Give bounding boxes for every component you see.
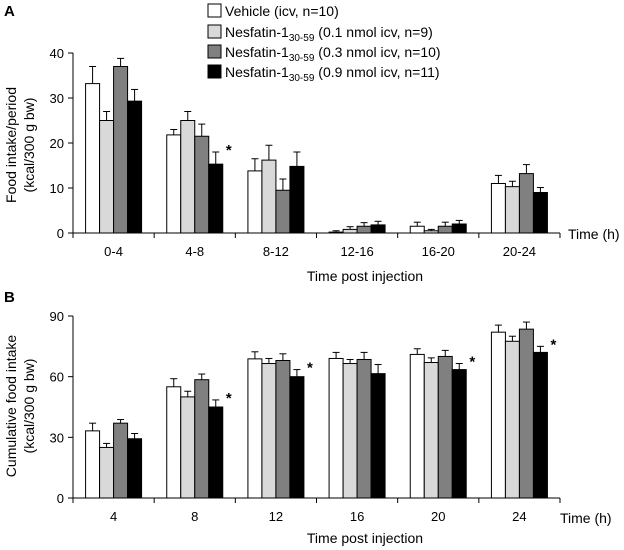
x-tick-label: 8-12 bbox=[263, 244, 289, 259]
bar-a-12-16-s3 bbox=[370, 224, 386, 234]
bar-b-20-s1 bbox=[423, 362, 439, 499]
panel-b-xaxis-title: Time post injection bbox=[307, 530, 423, 546]
bar-b-4-s1 bbox=[99, 446, 115, 499]
panel-a-x-unit-label: Time (h) bbox=[568, 226, 620, 242]
legend-label-dose-0-9: Nesfatin-130-59 (0.9 nmol icv, n=11) bbox=[225, 64, 440, 84]
bar-b-4-s2 bbox=[113, 422, 129, 499]
legend-swatch-dose-0-1 bbox=[207, 24, 222, 39]
bar-b-16-s3 bbox=[370, 373, 386, 499]
x-tick-label: 12 bbox=[269, 509, 283, 524]
significance-star: * bbox=[550, 336, 556, 353]
panel-a-chart: A Time post injection Time (h) Food inta… bbox=[3, 3, 620, 284]
x-tick-label: 0-4 bbox=[104, 244, 123, 259]
legend-swatch-vehicle bbox=[207, 3, 222, 18]
x-tick-label: 8 bbox=[191, 509, 198, 524]
panel-a-letter: A bbox=[4, 3, 15, 20]
bar-b-8-s2 bbox=[194, 379, 210, 499]
bar-b-16-s2 bbox=[356, 358, 372, 499]
x-tick-label: 24 bbox=[512, 509, 526, 524]
bar-b-4-s0 bbox=[85, 430, 101, 499]
bar-b-12-s0 bbox=[247, 358, 263, 499]
bar-a-12-16-s0 bbox=[328, 231, 344, 234]
bar-a-16-20-s2 bbox=[437, 225, 453, 234]
bar-b-20-s3 bbox=[451, 369, 467, 499]
x-tick-label: 20-24 bbox=[503, 244, 536, 259]
bar-a-8-12-s2 bbox=[275, 189, 291, 234]
y-tick-label: 90 bbox=[50, 309, 64, 324]
bar-b-20-s2 bbox=[437, 355, 453, 499]
y-tick-label: 60 bbox=[50, 370, 64, 385]
significance-star: * bbox=[226, 142, 232, 159]
bar-b-20-s0 bbox=[409, 353, 425, 499]
bar-a-4-8-s0 bbox=[166, 134, 182, 234]
panel-b-letter: B bbox=[4, 289, 15, 306]
bar-a-16-20-s0 bbox=[409, 225, 425, 234]
bar-a-20-24-s2 bbox=[518, 173, 534, 234]
bar-a-0-4-s2 bbox=[113, 66, 129, 234]
bar-a-8-12-s1 bbox=[261, 159, 277, 234]
significance-star: * bbox=[307, 360, 313, 377]
x-tick-label: 16 bbox=[350, 509, 364, 524]
bar-b-16-s0 bbox=[328, 357, 344, 499]
panel-b-x-unit-label: Time (h) bbox=[560, 510, 612, 526]
legend: Vehicle (icv, n=10) Nesfatin-130-59 (0.1… bbox=[207, 3, 441, 84]
y-tick-label: 20 bbox=[50, 136, 64, 151]
panel-a-yaxis-title-line2: (kcal/300 g bw) bbox=[21, 98, 37, 193]
bar-a-4-8-s2 bbox=[194, 135, 210, 234]
bar-a-16-20-s1 bbox=[423, 230, 439, 234]
legend-label-dose-0-3: Nesfatin-130-59 (0.3 nmol icv, n=10) bbox=[225, 44, 441, 64]
legend-label-vehicle: Vehicle (icv, n=10) bbox=[225, 3, 339, 19]
bar-b-24-s2 bbox=[518, 328, 534, 499]
bar-b-8-s3 bbox=[208, 406, 224, 499]
bar-b-12-s1 bbox=[261, 363, 277, 499]
bar-a-20-24-s3 bbox=[532, 192, 548, 234]
bar-b-8-s1 bbox=[180, 396, 196, 499]
x-tick-label: 4-8 bbox=[185, 244, 204, 259]
bar-a-0-4-s3 bbox=[127, 100, 143, 234]
x-tick-label: 12-16 bbox=[340, 244, 373, 259]
x-tick-label: 16-20 bbox=[422, 244, 455, 259]
legend-swatch-dose-0-3 bbox=[207, 44, 222, 59]
y-tick-label: 40 bbox=[50, 46, 64, 61]
bar-b-24-s3 bbox=[532, 351, 548, 499]
y-tick-label: 0 bbox=[57, 226, 64, 241]
panel-a-yaxis-title-line1: Food intake/period bbox=[3, 87, 19, 203]
y-tick-label: 0 bbox=[57, 491, 64, 506]
bar-b-24-s0 bbox=[490, 331, 506, 499]
bar-b-24-s1 bbox=[504, 340, 520, 499]
panel-a-xaxis-title: Time post injection bbox=[307, 268, 423, 284]
bar-a-20-24-s1 bbox=[504, 186, 520, 234]
x-tick-label: 20 bbox=[431, 509, 445, 524]
bar-b-12-s3 bbox=[289, 376, 305, 499]
bar-a-8-12-s3 bbox=[289, 165, 305, 234]
bar-b-8-s0 bbox=[166, 386, 182, 499]
bar-a-20-24-s0 bbox=[490, 183, 506, 234]
legend-swatch-dose-0-9 bbox=[207, 64, 222, 79]
bar-b-12-s2 bbox=[275, 359, 291, 499]
bar-a-4-8-s1 bbox=[180, 120, 196, 234]
significance-star: * bbox=[226, 390, 232, 407]
bar-b-4-s3 bbox=[127, 438, 143, 499]
bar-a-0-4-s1 bbox=[99, 120, 115, 234]
panel-b-yaxis-title-line2: (kcal/300 g bw) bbox=[21, 359, 37, 454]
significance-star: * bbox=[469, 354, 475, 371]
bar-a-4-8-s3 bbox=[208, 163, 224, 234]
bar-b-16-s1 bbox=[342, 363, 358, 499]
bar-a-12-16-s1 bbox=[342, 228, 358, 234]
panel-b-chart: B Time post injection Time (h) Cumulativ… bbox=[3, 289, 612, 546]
y-tick-label: 10 bbox=[50, 181, 64, 196]
bar-a-16-20-s3 bbox=[451, 223, 467, 234]
bar-a-8-12-s0 bbox=[247, 170, 263, 234]
bar-a-12-16-s2 bbox=[356, 225, 372, 234]
y-tick-label: 30 bbox=[50, 91, 64, 106]
legend-label-dose-0-1: Nesfatin-130-59 (0.1 nmol icv, n=9) bbox=[225, 24, 433, 44]
x-tick-label: 4 bbox=[110, 509, 117, 524]
panel-b-yaxis-title-line1: Cumulative food intake bbox=[3, 335, 19, 478]
bar-a-0-4-s0 bbox=[85, 83, 101, 234]
y-tick-label: 30 bbox=[50, 430, 64, 445]
